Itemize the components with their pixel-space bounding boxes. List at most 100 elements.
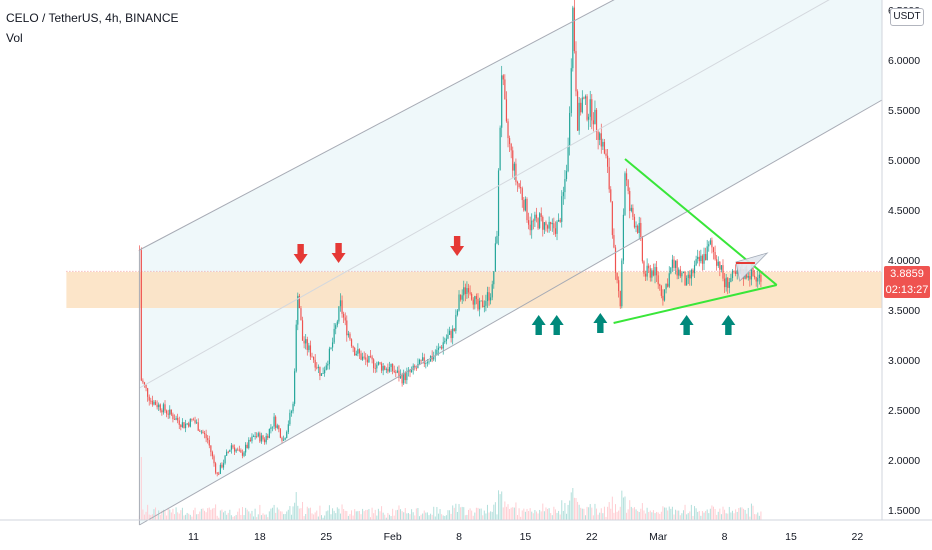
volume-bar	[757, 512, 759, 520]
volume-bar	[333, 510, 335, 520]
candle-body	[562, 192, 564, 197]
candle-body	[701, 255, 704, 264]
candle-body	[565, 171, 568, 179]
volume-bar	[392, 508, 394, 520]
volume-bar	[686, 514, 688, 520]
channel-upper-line	[139, 0, 615, 251]
volume-bar	[453, 507, 455, 520]
volume-bar	[218, 517, 220, 520]
candle-body	[491, 284, 493, 298]
candle-body	[298, 295, 300, 309]
volume-bar	[619, 506, 621, 520]
candle-body	[719, 261, 721, 270]
candle-body	[167, 413, 169, 415]
candle-body	[229, 449, 231, 452]
volume-bar	[521, 510, 523, 520]
candle-body	[652, 270, 655, 276]
volume-bar	[569, 500, 571, 520]
candle-body	[377, 362, 380, 365]
candle-body	[426, 362, 429, 364]
candle-body	[516, 181, 519, 184]
candle-body	[627, 180, 629, 192]
volume-bar	[246, 509, 248, 520]
volume-bar	[382, 512, 384, 520]
volume-bar	[456, 512, 458, 520]
candle-body	[480, 300, 482, 302]
volume-bar	[275, 512, 277, 520]
volume-bar	[430, 513, 432, 520]
candle-body	[436, 349, 438, 356]
volume-bar	[321, 515, 323, 520]
price-axis[interactable]: 6.50006.00005.50005.00004.50004.00003.50…	[888, 5, 920, 517]
candle-body	[199, 430, 201, 432]
volume-bar	[189, 514, 191, 520]
candle-body	[717, 261, 719, 266]
volume-indicator-label[interactable]: Vol	[6, 31, 23, 45]
volume-bar	[414, 515, 416, 520]
volume-bar	[589, 504, 591, 520]
time-tick-label: 11	[188, 531, 199, 543]
volume-bar	[355, 511, 357, 520]
candle-body	[362, 356, 364, 360]
volume-bar	[387, 512, 389, 520]
volume-bar	[507, 504, 509, 520]
volume-bar	[638, 511, 640, 520]
candle-body	[265, 435, 267, 443]
candle-body	[690, 269, 692, 279]
candle-body	[241, 452, 244, 456]
candle-body	[140, 250, 142, 381]
candle-body	[553, 223, 555, 229]
candle-body	[625, 173, 628, 181]
candle-body	[679, 269, 681, 277]
volume-bar	[701, 511, 703, 520]
volume-bar	[166, 515, 168, 520]
candle-body	[415, 367, 417, 369]
candle-body	[433, 356, 435, 360]
volume-bar	[213, 507, 215, 520]
volume-bar	[352, 515, 354, 520]
volume-bar	[202, 508, 204, 520]
time-axis[interactable]: 11 18 25 Feb 8 15 22 Mar 8 15 22	[188, 531, 863, 543]
candle-body	[379, 362, 381, 364]
candle-body	[589, 99, 591, 117]
candle-body	[243, 452, 245, 456]
candle-body	[594, 109, 596, 125]
volume-bar	[363, 511, 365, 520]
volume-bar	[248, 511, 250, 520]
volume-bar	[419, 516, 421, 520]
volume-bar	[607, 506, 609, 520]
candle-body	[667, 283, 669, 287]
price-unit-badge[interactable]: USDT	[890, 8, 924, 26]
volume-bar	[433, 506, 435, 520]
candle-body	[618, 280, 620, 292]
candle-body	[317, 366, 319, 369]
volume-bar	[349, 514, 351, 520]
volume-bar	[553, 506, 555, 520]
volume-bar	[491, 511, 493, 520]
volume-bar	[452, 505, 454, 520]
volume-bar	[485, 513, 487, 520]
candle-body	[240, 450, 242, 453]
volume-bar	[140, 457, 142, 520]
candle-body	[490, 297, 492, 301]
volume-bar	[422, 513, 424, 520]
candle-body	[509, 138, 511, 145]
volume-bar	[526, 508, 528, 520]
volume-bar	[528, 511, 530, 520]
candle-body	[404, 372, 406, 381]
candle-body	[336, 321, 338, 326]
volume-bar	[426, 512, 428, 520]
volume-bar	[199, 511, 201, 520]
volume-bar	[652, 510, 654, 520]
symbol-title[interactable]: CELO / TetherUS, 4h, BINANCE	[6, 11, 179, 25]
candle-body	[527, 220, 530, 225]
time-tick-label: 8	[722, 531, 728, 543]
candle-body	[482, 300, 484, 307]
volume-bar	[724, 509, 726, 520]
volume-bar	[294, 502, 296, 520]
volume-bar	[211, 508, 213, 520]
candle-body	[178, 420, 180, 425]
volume-bar	[292, 506, 294, 520]
volume-bar	[400, 509, 402, 520]
